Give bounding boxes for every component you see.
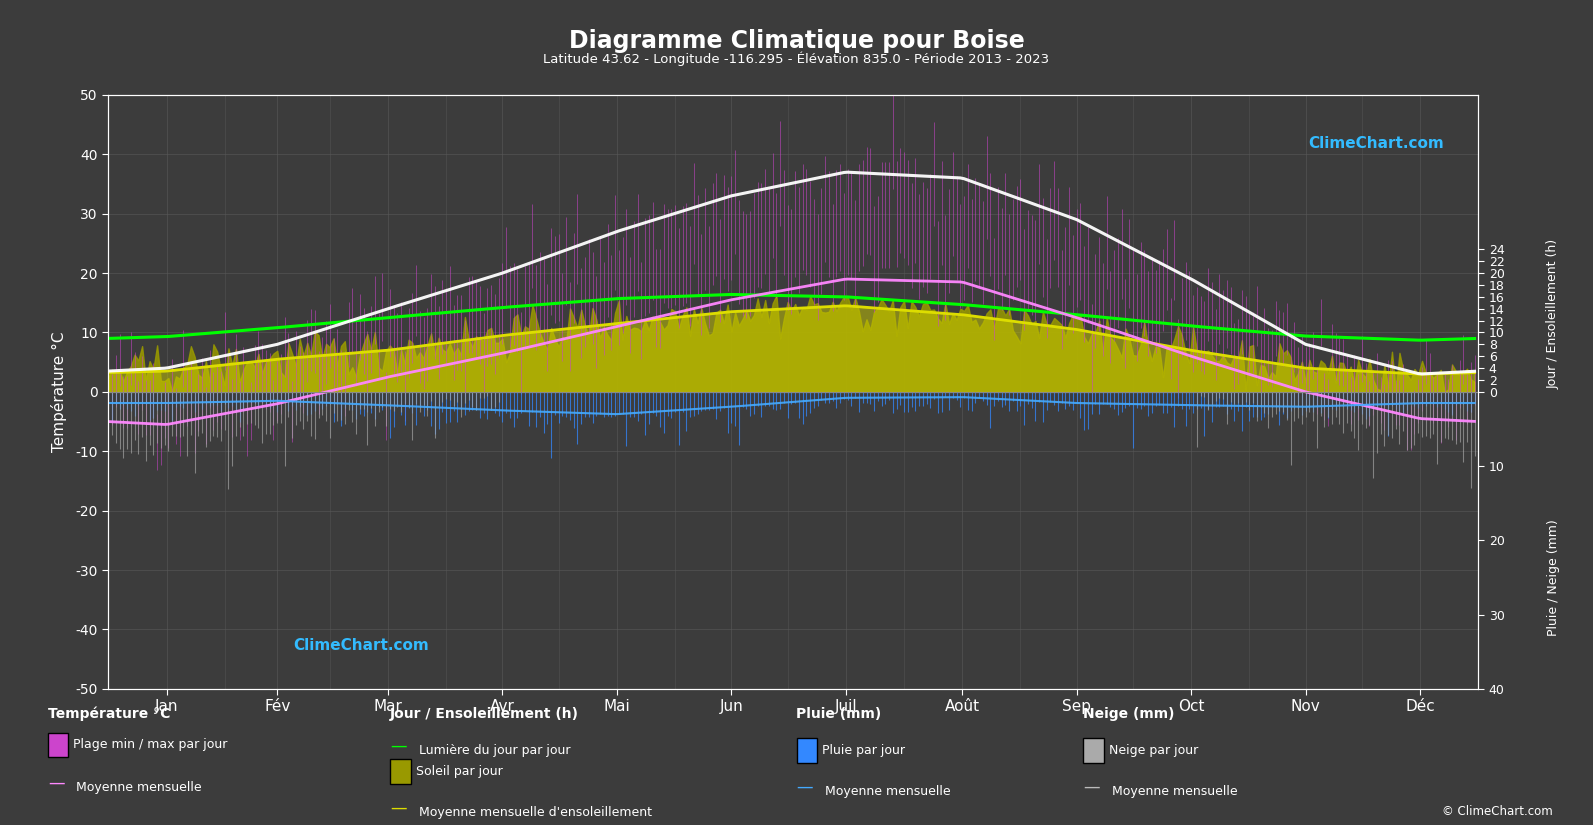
Text: Diagramme Climatique pour Boise: Diagramme Climatique pour Boise (569, 29, 1024, 53)
Text: Jour / Ensoleillement (h): Jour / Ensoleillement (h) (390, 707, 580, 721)
Text: —: — (796, 778, 812, 796)
Text: —: — (1083, 778, 1099, 796)
Text: Neige par jour: Neige par jour (1109, 744, 1198, 757)
Text: Pluie par jour: Pluie par jour (822, 744, 905, 757)
Text: —: — (390, 737, 406, 755)
Text: ClimeChart.com: ClimeChart.com (1308, 136, 1445, 152)
Text: Jour / Ensoleillement (h): Jour / Ensoleillement (h) (1547, 238, 1560, 389)
Text: Moyenne mensuelle d'ensoleillement: Moyenne mensuelle d'ensoleillement (419, 806, 652, 819)
Text: Neige (mm): Neige (mm) (1083, 707, 1174, 721)
Text: —: — (390, 799, 406, 817)
Text: Plage min / max par jour: Plage min / max par jour (73, 738, 228, 752)
Text: Latitude 43.62 - Longitude -116.295 - Élévation 835.0 - Période 2013 - 2023: Latitude 43.62 - Longitude -116.295 - Él… (543, 52, 1050, 67)
Text: Lumière du jour par jour: Lumière du jour par jour (419, 744, 570, 757)
Text: ClimeChart.com: ClimeChart.com (293, 639, 429, 653)
Text: Pluie / Neige (mm): Pluie / Neige (mm) (1547, 519, 1560, 636)
Text: © ClimeChart.com: © ClimeChart.com (1442, 805, 1553, 818)
Text: Pluie (mm): Pluie (mm) (796, 707, 883, 721)
Y-axis label: Température °C: Température °C (51, 332, 67, 452)
Text: Température °C: Température °C (48, 706, 170, 721)
Text: —: — (48, 774, 64, 792)
Text: Moyenne mensuelle: Moyenne mensuelle (1112, 785, 1238, 799)
Text: Moyenne mensuelle: Moyenne mensuelle (825, 785, 951, 799)
Text: Soleil par jour: Soleil par jour (416, 765, 502, 778)
Text: Moyenne mensuelle: Moyenne mensuelle (76, 781, 202, 794)
